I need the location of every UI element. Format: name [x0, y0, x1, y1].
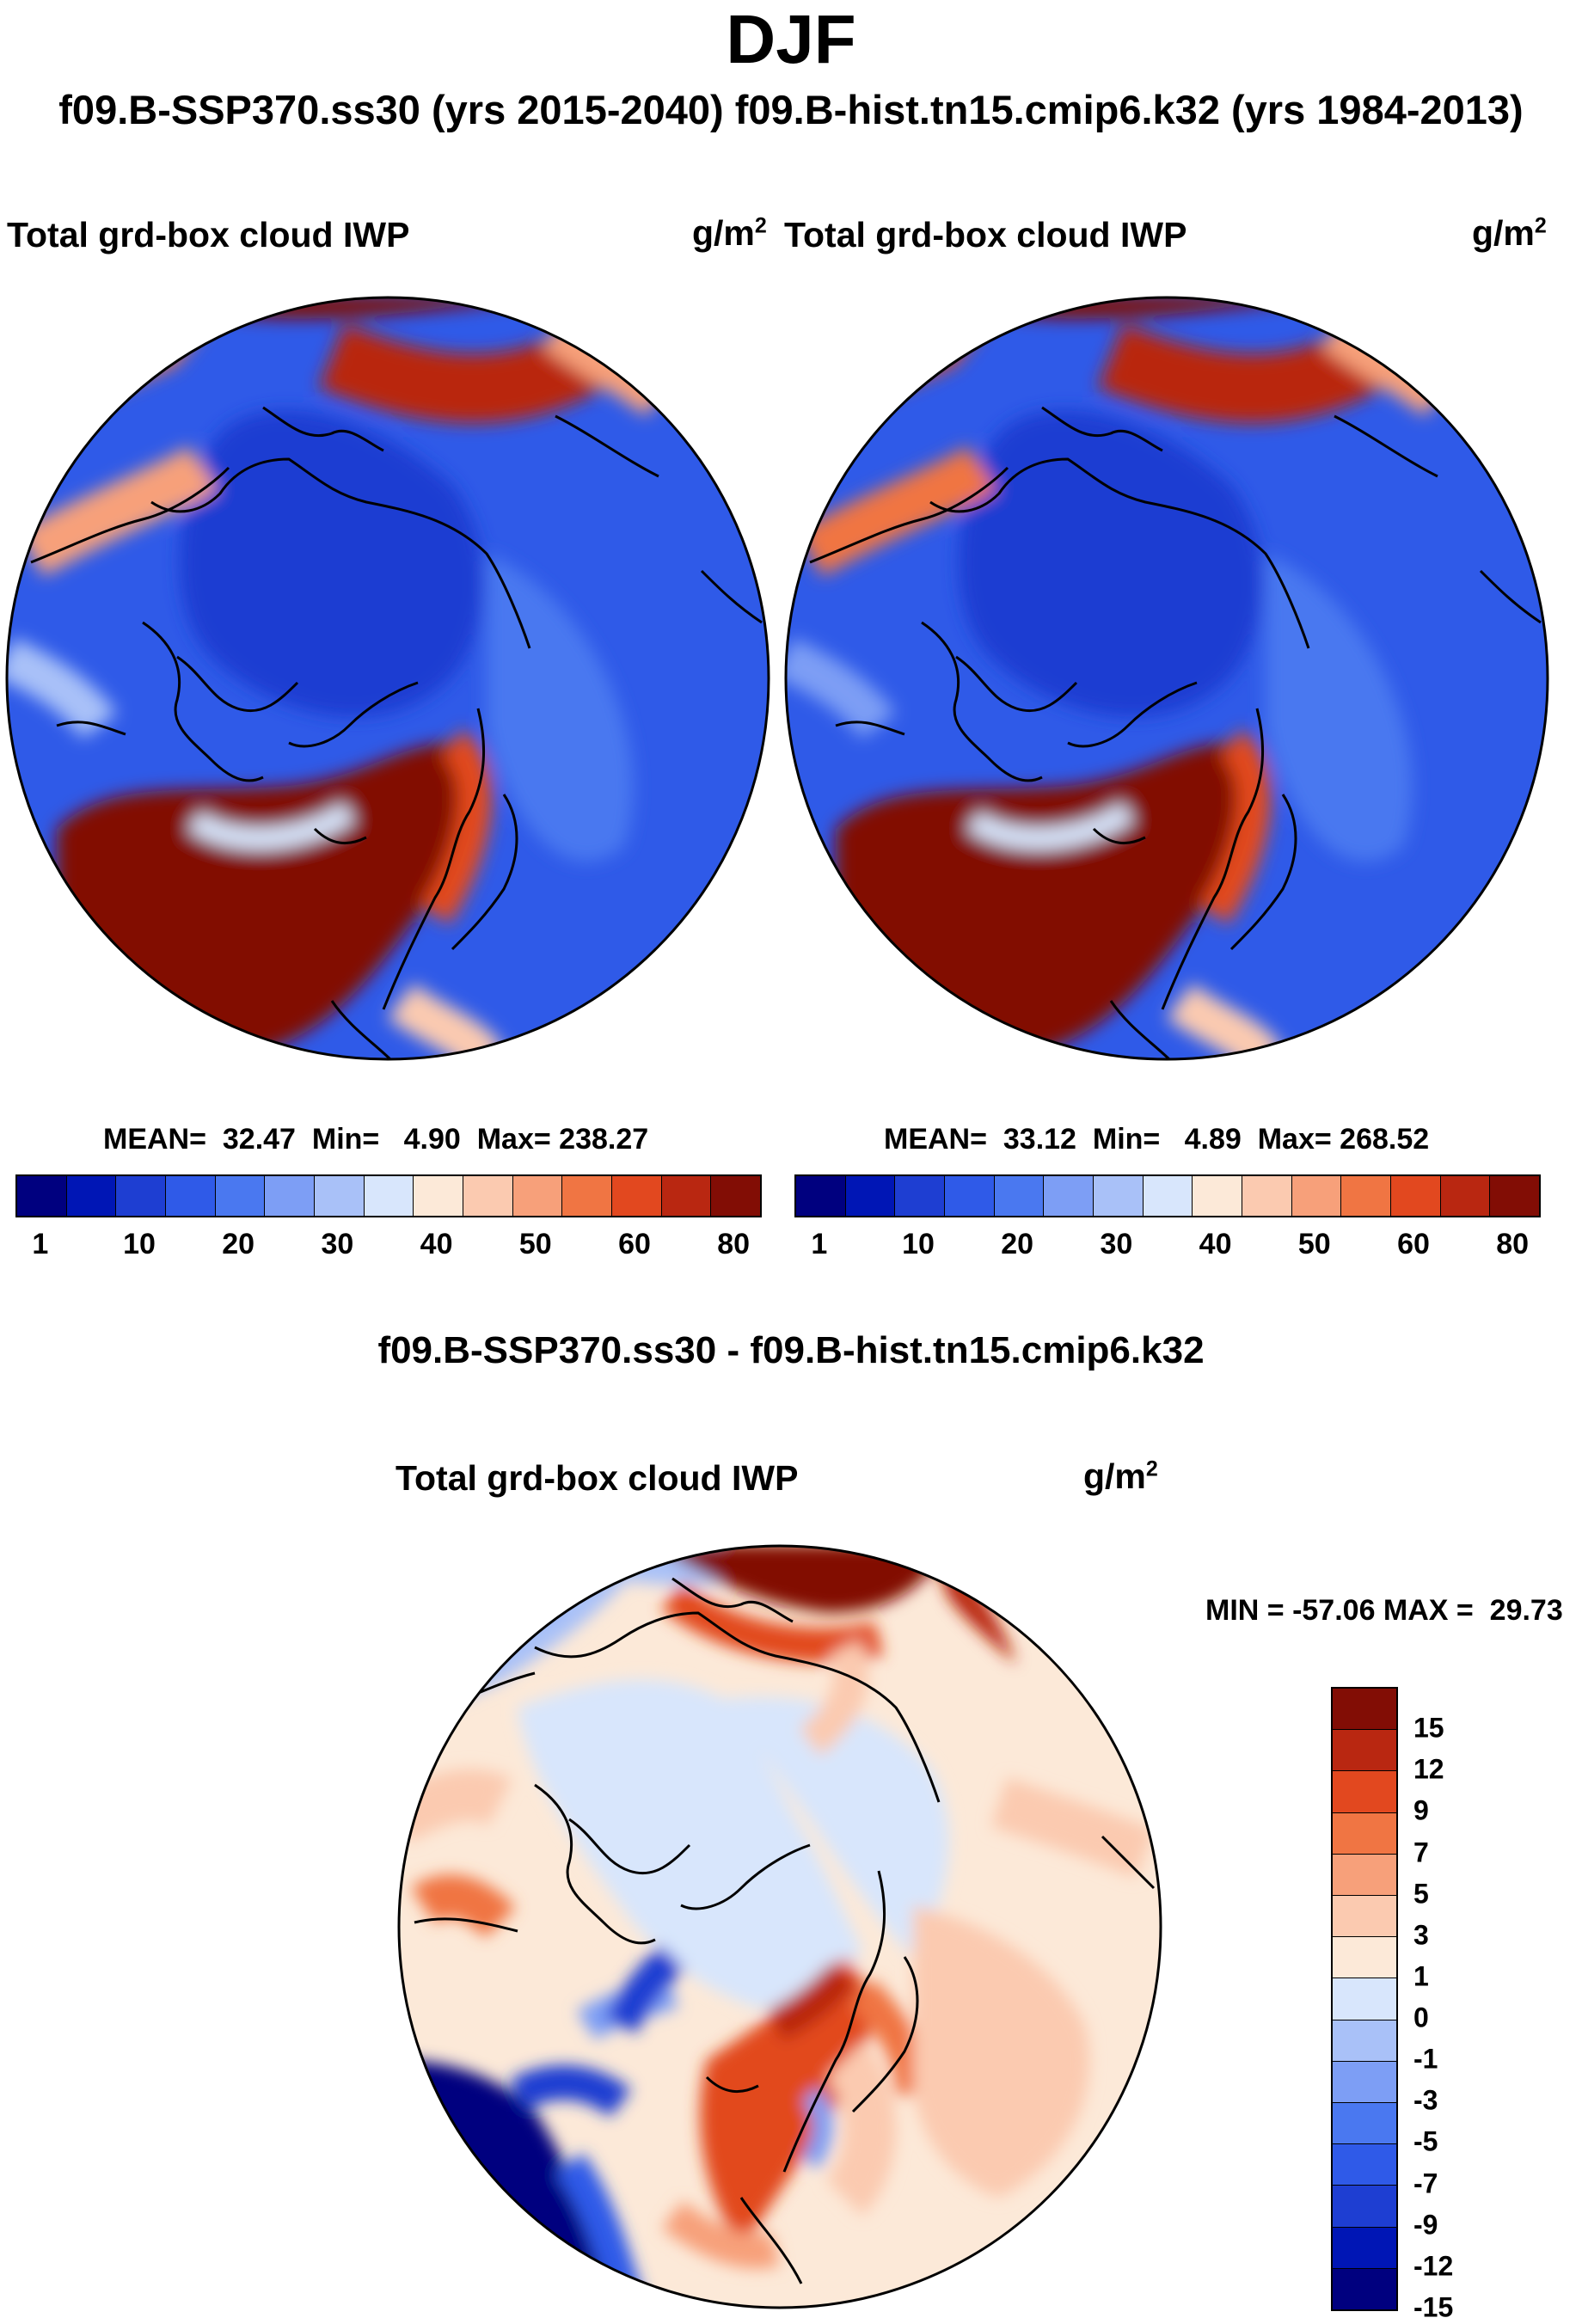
- difference-tick-label: 5: [1413, 1878, 1429, 1910]
- difference-colorbar-swatch: [1333, 2020, 1396, 2062]
- difference-tick-label: 0: [1413, 2002, 1429, 2033]
- difference-tick-label: -12: [1413, 2250, 1454, 2282]
- difference-colorbar-swatch: [1333, 1937, 1396, 1979]
- panel1-colorbar-tick-label: 50: [518, 1228, 552, 1260]
- panel2-colorbar-swatch: [1242, 1176, 1292, 1216]
- panel2-colorbar-tick-label: 10: [902, 1228, 935, 1260]
- panel1-colorbar-tick-label: 1: [32, 1228, 49, 1260]
- difference-tick-label: -15: [1413, 2291, 1454, 2323]
- difference-tick-label: 1: [1413, 1960, 1429, 1992]
- difference-minmax: MIN = -57.06 MAX = 29.73: [1205, 1594, 1563, 1627]
- panel1-title: Total grd-box cloud IWP: [7, 215, 410, 254]
- panel2-polar-map: [784, 296, 1549, 1061]
- difference-units: g/m2: [1083, 1456, 1158, 1496]
- difference-polar-map: [397, 1544, 1162, 2309]
- difference-tick-label: 15: [1413, 1712, 1444, 1744]
- difference-colorbar-swatch: [1333, 1730, 1396, 1772]
- difference-colorbar-swatch: [1333, 2268, 1396, 2310]
- panel1-colorbar-swatch: [711, 1176, 761, 1216]
- panel1-colorbar-swatch: [116, 1176, 167, 1216]
- panel1-colorbar-tick-label: 30: [321, 1228, 354, 1260]
- panel2-colorbar-labels: 1 10 20 30 40 50 60 80: [794, 1228, 1537, 1262]
- panel1-colorbar: [15, 1174, 762, 1217]
- difference-colorbar-swatch: [1333, 1812, 1396, 1855]
- difference-colorbar-swatch: [1333, 2227, 1396, 2269]
- panel1-colorbar-swatch: [661, 1176, 712, 1216]
- difference-tick-label: 12: [1413, 1753, 1444, 1785]
- panel2-colorbar-tick-label: 20: [1001, 1228, 1034, 1260]
- difference-colorbar-labels: 15 12 9 7 5 3 1 0 -1 -3 -5 -7 -9 -12 -15: [1413, 1687, 1482, 2323]
- difference-title: Total grd-box cloud IWP: [396, 1458, 799, 1498]
- difference-colorbar-swatch: [1333, 2144, 1396, 2186]
- panel2-colorbar-swatch: [1391, 1176, 1441, 1216]
- panel1-colorbar-swatch: [562, 1176, 613, 1216]
- difference-tick-label: 9: [1413, 1794, 1429, 1826]
- figure-subtitle: f09.B-SSP370.ss30 (yrs 2015-2040) f09.B-…: [58, 87, 1524, 132]
- difference-colorbar-swatch: [1333, 1689, 1396, 1731]
- panel2-colorbar-swatch: [895, 1176, 946, 1216]
- panel2-colorbar-swatch: [1490, 1176, 1540, 1216]
- panel1-colorbar-swatch: [265, 1176, 316, 1216]
- panel2-colorbar-swatch: [1341, 1176, 1392, 1216]
- panel2-colorbar-tick-label: 60: [1397, 1228, 1430, 1260]
- panel1-colorbar-swatch: [612, 1176, 662, 1216]
- panel2-colorbar: [794, 1174, 1541, 1217]
- panel1-colorbar-tick-label: 80: [717, 1228, 751, 1260]
- panel1-colorbar-swatch: [215, 1176, 266, 1216]
- panel1-colorbar-swatch: [414, 1176, 464, 1216]
- figure-title: DJF: [726, 1, 856, 77]
- panel1-polar-map: [5, 296, 770, 1061]
- difference-colorbar-swatch: [1333, 2061, 1396, 2104]
- panel2-title: Total grd-box cloud IWP: [784, 215, 1187, 254]
- panel1-colorbar-labels: 1 10 20 30 40 50 60 80: [15, 1228, 758, 1262]
- panel2-stats: MEAN= 33.12 Min= 4.89 Max= 268.52: [884, 1123, 1430, 1156]
- panel1-colorbar-swatch: [17, 1176, 67, 1216]
- panel2-colorbar-swatch: [994, 1176, 1045, 1216]
- panel1-colorbar-swatch: [166, 1176, 216, 1216]
- difference-colorbar-swatch: [1333, 1771, 1396, 1813]
- difference-tick-label: 3: [1413, 1919, 1429, 1951]
- panel2-colorbar-swatch: [1440, 1176, 1491, 1216]
- panel2-colorbar-tick-label: 30: [1100, 1228, 1133, 1260]
- difference-tick-label: 7: [1413, 1837, 1429, 1868]
- difference-heading: f09.B-SSP370.ss30 - f09.B-hist.tn15.cmip…: [377, 1329, 1205, 1371]
- panel1-units: g/m2: [692, 213, 767, 253]
- difference-tick-label: -7: [1413, 2168, 1438, 2199]
- panel2-colorbar-tick-label: 80: [1496, 1228, 1530, 1260]
- difference-tick-label: -5: [1413, 2125, 1438, 2157]
- panel1-colorbar-swatch: [463, 1176, 513, 1216]
- difference-tick-label: -9: [1413, 2209, 1438, 2241]
- panel1-colorbar-tick-label: 60: [618, 1228, 651, 1260]
- difference-colorbar-swatch: [1333, 1978, 1396, 2020]
- panel1-colorbar-swatch: [364, 1176, 414, 1216]
- panel2-colorbar-swatch: [1094, 1176, 1144, 1216]
- panel2-colorbar-tick-label: 40: [1199, 1228, 1232, 1260]
- panel2-colorbar-swatch: [1193, 1176, 1243, 1216]
- difference-colorbar-swatch: [1333, 1896, 1396, 1938]
- panel2-colorbar-swatch: [1044, 1176, 1095, 1216]
- panel2-coastlines: [809, 406, 1542, 1059]
- panel1-colorbar-swatch: [66, 1176, 117, 1216]
- panel1-colorbar-tick-label: 40: [420, 1228, 453, 1260]
- difference-colorbar: [1331, 1687, 1398, 2311]
- panel2-colorbar-swatch: [845, 1176, 896, 1216]
- panel2-colorbar-swatch: [1143, 1176, 1193, 1216]
- panel2-colorbar-swatch: [1291, 1176, 1342, 1216]
- difference-tick-label: -1: [1413, 2043, 1438, 2075]
- panel1-stats: MEAN= 32.47 Min= 4.90 Max= 238.27: [103, 1123, 649, 1156]
- panel2-colorbar-swatch: [796, 1176, 846, 1216]
- panel2-units: g/m2: [1472, 213, 1547, 253]
- panel2-colorbar-swatch: [945, 1176, 995, 1216]
- difference-tick-label: -3: [1413, 2084, 1438, 2116]
- difference-colorbar-swatch: [1333, 2103, 1396, 2145]
- panel1-coastlines: [30, 406, 763, 1059]
- difference-colorbar-swatch: [1333, 1854, 1396, 1897]
- panel2-colorbar-tick-label: 50: [1297, 1228, 1331, 1260]
- panel1-colorbar-swatch: [315, 1176, 365, 1216]
- panel1-colorbar-tick-label: 10: [123, 1228, 156, 1260]
- panel1-colorbar-tick-label: 20: [222, 1228, 255, 1260]
- difference-colorbar-swatch: [1333, 2186, 1396, 2228]
- panel2-colorbar-tick-label: 1: [811, 1228, 828, 1260]
- panel1-colorbar-swatch: [512, 1176, 563, 1216]
